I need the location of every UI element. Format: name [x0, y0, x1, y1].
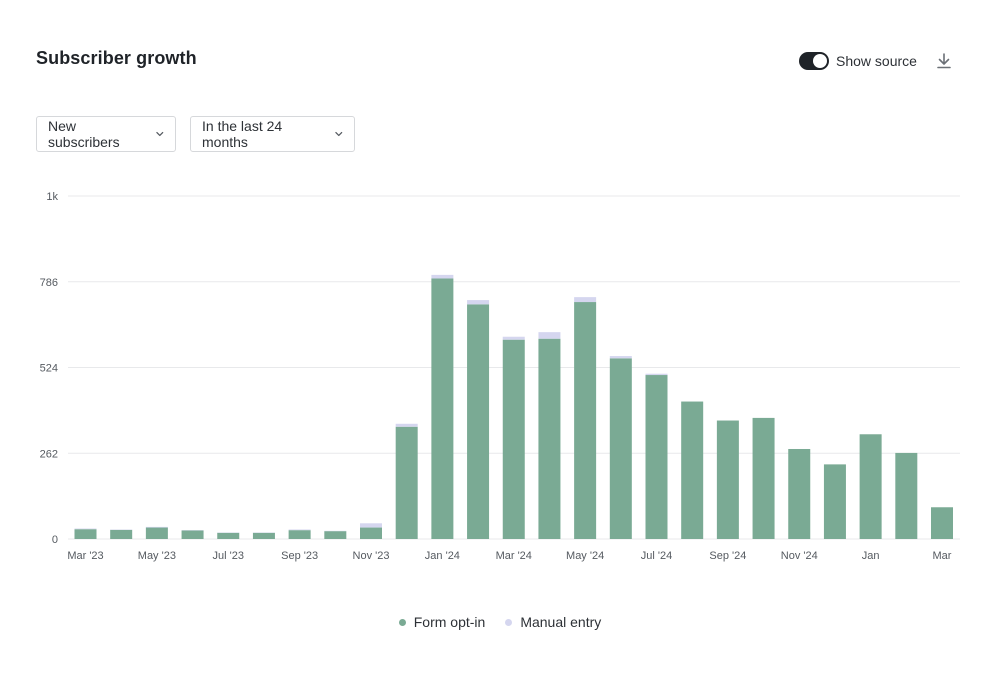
- chevron-down-icon: [156, 131, 164, 137]
- show-source-label: Show source: [836, 53, 917, 69]
- bar-manual-entry[interactable]: [74, 528, 97, 530]
- x-axis-ticks: Mar '23 May '23 Jul '23 Sep '23 Nov '23 Jan '…: [67, 550, 951, 562]
- bar-form-opt-in[interactable]: [288, 530, 311, 539]
- bar-form-opt-in[interactable]: [467, 304, 490, 539]
- bar-manual-entry[interactable]: [574, 297, 597, 303]
- bar-form-opt-in[interactable]: [823, 464, 846, 539]
- legend-label-manual-entry: Manual entry: [520, 614, 602, 630]
- x-tick-label: Jan '24: [425, 550, 460, 562]
- bar-form-opt-in[interactable]: [324, 531, 347, 539]
- legend-swatch-manual-entry: [505, 618, 513, 626]
- bar-manual-entry[interactable]: [288, 529, 311, 531]
- bar-form-opt-in[interactable]: [752, 417, 775, 539]
- chart-bars: [74, 274, 953, 539]
- toggle-switch[interactable]: [799, 52, 829, 70]
- bar-form-opt-in[interactable]: [859, 434, 882, 539]
- y-tick-label: 524: [40, 363, 58, 375]
- bar-form-opt-in[interactable]: [431, 278, 454, 539]
- y-tick-label: 262: [40, 448, 58, 460]
- bar-form-opt-in[interactable]: [931, 507, 953, 539]
- bar-manual-entry[interactable]: [467, 300, 490, 305]
- bar-form-opt-in[interactable]: [252, 532, 275, 539]
- legend-swatch-form-opt-in: [398, 618, 406, 626]
- toggle-knob: [813, 54, 827, 68]
- metric-dropdown[interactable]: New subscribers: [36, 116, 176, 152]
- bar-form-opt-in[interactable]: [645, 375, 668, 539]
- x-tick-label: Mar '24: [496, 550, 532, 562]
- y-axis-ticks: 0 262 524 786 1k: [40, 191, 59, 546]
- bar-form-opt-in[interactable]: [502, 339, 525, 539]
- x-tick-label: Mar '23: [67, 550, 103, 562]
- download-icon[interactable]: [934, 51, 954, 71]
- legend-item-manual-entry[interactable]: Manual entry: [505, 614, 601, 630]
- x-tick-label: Nov '23: [353, 550, 390, 562]
- x-tick-label: May '23: [138, 550, 176, 562]
- bar-form-opt-in[interactable]: [145, 527, 168, 539]
- bar-form-opt-in[interactable]: [110, 529, 133, 539]
- x-tick-label: Jul '24: [641, 550, 672, 562]
- x-tick-label: Sep '23: [281, 550, 318, 562]
- chart-legend: Form opt-in Manual entry: [0, 614, 1000, 630]
- bar-form-opt-in[interactable]: [716, 420, 739, 539]
- bar-manual-entry[interactable]: [609, 356, 632, 359]
- y-tick-label: 1k: [46, 191, 58, 203]
- chevron-down-icon: [335, 131, 343, 137]
- bar-manual-entry[interactable]: [502, 336, 525, 340]
- bar-manual-entry[interactable]: [538, 332, 561, 339]
- x-tick-label: Nov '24: [781, 550, 818, 562]
- date-range-dropdown-value: In the last 24 months: [202, 118, 283, 150]
- bar-manual-entry[interactable]: [395, 423, 418, 427]
- x-tick-label: Jul '23: [213, 550, 244, 562]
- x-tick-label: Jan: [862, 550, 880, 562]
- bar-form-opt-in[interactable]: [74, 529, 97, 539]
- bar-manual-entry[interactable]: [360, 523, 382, 528]
- bar-manual-entry[interactable]: [431, 274, 454, 279]
- legend-item-form-opt-in[interactable]: Form opt-in: [398, 614, 486, 630]
- x-tick-label: Sep '24: [709, 550, 746, 562]
- bar-form-opt-in[interactable]: [360, 527, 382, 539]
- subscriber-bar-chart: 0 262 524 786 1k Mar '23 May '23 Jul '23 Sep '2…: [40, 191, 960, 562]
- metric-dropdown-value: New subscribers: [48, 118, 120, 150]
- bar-form-opt-in[interactable]: [217, 532, 240, 539]
- bar-form-opt-in[interactable]: [395, 426, 418, 539]
- bar-form-opt-in[interactable]: [538, 338, 561, 539]
- bar-manual-entry[interactable]: [645, 373, 668, 376]
- bar-form-opt-in[interactable]: [788, 448, 811, 539]
- x-tick-label: May '24: [566, 550, 604, 562]
- date-range-dropdown[interactable]: In the last 24 months: [190, 116, 355, 152]
- show-source-toggle[interactable]: Show source: [799, 52, 917, 70]
- bar-form-opt-in[interactable]: [609, 358, 632, 539]
- y-tick-label: 786: [40, 277, 58, 289]
- bar-form-opt-in[interactable]: [574, 302, 597, 539]
- legend-label-form-opt-in: Form opt-in: [413, 614, 486, 630]
- y-tick-label: 0: [52, 534, 58, 546]
- bar-manual-entry[interactable]: [145, 526, 168, 528]
- x-tick-label: Mar: [933, 550, 952, 562]
- bar-form-opt-in[interactable]: [895, 452, 918, 539]
- bar-form-opt-in[interactable]: [681, 401, 704, 539]
- page-title: Subscriber growth: [36, 48, 197, 68]
- bar-form-opt-in[interactable]: [181, 530, 204, 539]
